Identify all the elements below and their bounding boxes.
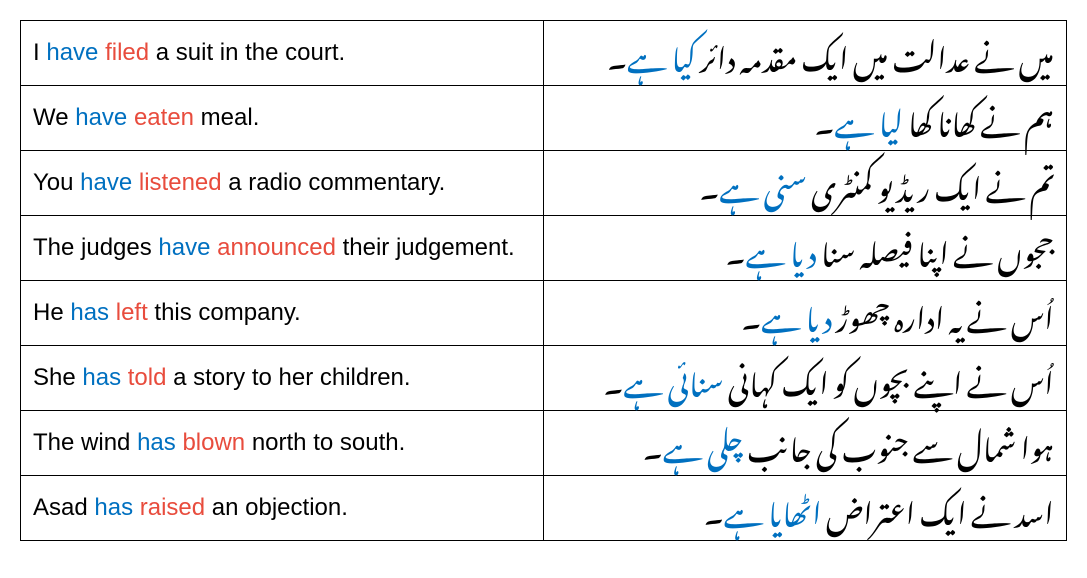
text-segment: کیا ہے [627, 15, 696, 90]
text-segment: ججوں نے اپنا فیصلہ سنا [817, 210, 1054, 285]
text-segment: اسد نے ایک اعتراض [822, 470, 1054, 545]
text-segment: eaten [134, 104, 194, 131]
text-segment: a suit in the court. [149, 39, 345, 66]
text-segment: You [33, 169, 80, 196]
english-cell: I have filed a suit in the court. [21, 21, 544, 86]
text-segment: Asad [33, 494, 94, 521]
text-segment: ۔ [607, 15, 627, 90]
text-segment: ۔ [699, 145, 719, 220]
text-segment: اٹھایا ہے [724, 470, 822, 545]
text-segment: ۔ [704, 470, 724, 545]
table-row: The judges have announced their judgemen… [21, 216, 1067, 281]
urdu-cell: ہم نے کھانا کھا لیا ہے۔ [544, 86, 1067, 151]
text-segment: have [46, 39, 105, 66]
text-segment: اُس نے یہ ادارہ چھوڑ [832, 275, 1054, 350]
text-segment: have [158, 234, 217, 261]
table-row: She has told a story to her children.اُس… [21, 346, 1067, 411]
english-cell: Asad has raised an objection. [21, 476, 544, 541]
english-cell: She has told a story to her children. [21, 346, 544, 411]
text-segment: raised [140, 494, 205, 521]
table-row: I have filed a suit in the court.میں نے … [21, 21, 1067, 86]
text-segment: have [80, 169, 139, 196]
text-segment: دیا ہے [761, 275, 832, 350]
text-segment: meal. [194, 104, 259, 131]
table-body: I have filed a suit in the court.میں نے … [21, 21, 1067, 541]
text-segment: has [70, 299, 115, 326]
text-segment: تم نے ایک ریڈیو کمنٹری [807, 145, 1054, 220]
text-segment: She [33, 364, 82, 391]
text-segment: announced [217, 234, 336, 261]
text-segment: told [128, 364, 167, 391]
table-row: You have listened a radio commentary.تم … [21, 151, 1067, 216]
text-segment: an objection. [205, 494, 348, 521]
text-segment: چلی ہے [663, 405, 743, 480]
text-segment: I [33, 39, 46, 66]
text-segment: The wind [33, 429, 137, 456]
urdu-cell: ہوا شمال سے جنوب کی جانب چلی ہے۔ [544, 411, 1067, 476]
text-segment: He [33, 299, 70, 326]
text-segment: ۔ [741, 275, 761, 350]
text-segment: has [137, 429, 182, 456]
text-segment: has [94, 494, 139, 521]
text-segment: blown [182, 429, 245, 456]
english-cell: He has left this company. [21, 281, 544, 346]
text-segment: ہم نے کھانا کھا [904, 80, 1054, 155]
text-segment: have [75, 104, 134, 131]
text-segment: ۔ [726, 210, 746, 285]
text-segment: left [116, 299, 148, 326]
text-segment: a story to her children. [166, 364, 410, 391]
text-segment: a radio commentary. [222, 169, 446, 196]
text-segment: We [33, 104, 75, 131]
text-segment: north to south. [245, 429, 405, 456]
text-segment: their judgement. [336, 234, 515, 261]
urdu-cell: اسد نے ایک اعتراض اٹھایا ہے۔ [544, 476, 1067, 541]
text-segment: سنی ہے [719, 145, 807, 220]
urdu-cell: ججوں نے اپنا فیصلہ سنا دیا ہے۔ [544, 216, 1067, 281]
english-cell: You have listened a radio commentary. [21, 151, 544, 216]
english-cell: The wind has blown north to south. [21, 411, 544, 476]
text-segment: filed [105, 39, 149, 66]
translation-table: I have filed a suit in the court.میں نے … [20, 20, 1067, 541]
table-row: We have eaten meal.ہم نے کھانا کھا لیا ہ… [21, 86, 1067, 151]
english-cell: The judges have announced their judgemen… [21, 216, 544, 281]
table-row: Asad has raised an objection.اسد نے ایک … [21, 476, 1067, 541]
text-segment: اُس نے اپنے بچوں کو ایک کہانی [724, 340, 1054, 415]
text-segment: میں نے عدالت میں ایک مقدمہ دائر [696, 15, 1054, 90]
table-row: He has left this company.اُس نے یہ ادارہ… [21, 281, 1067, 346]
text-segment: ۔ [603, 340, 623, 415]
urdu-cell: میں نے عدالت میں ایک مقدمہ دائر کیا ہے۔ [544, 21, 1067, 86]
text-segment: listened [139, 169, 222, 196]
text-segment: سنائی ہے [623, 340, 723, 415]
english-cell: We have eaten meal. [21, 86, 544, 151]
text-segment: لیا ہے [834, 80, 903, 155]
table-row: The wind has blown north to south.ہوا شم… [21, 411, 1067, 476]
text-segment: this company. [148, 299, 301, 326]
text-segment: ۔ [815, 80, 835, 155]
text-segment: ہوا شمال سے جنوب کی جانب [743, 405, 1054, 480]
text-segment: ۔ [643, 405, 663, 480]
text-segment: has [82, 364, 127, 391]
urdu-cell: اُس نے اپنے بچوں کو ایک کہانی سنائی ہے۔ [544, 346, 1067, 411]
urdu-cell: اُس نے یہ ادارہ چھوڑ دیا ہے۔ [544, 281, 1067, 346]
text-segment: دیا ہے [746, 210, 817, 285]
urdu-cell: تم نے ایک ریڈیو کمنٹری سنی ہے۔ [544, 151, 1067, 216]
text-segment: The judges [33, 234, 158, 261]
